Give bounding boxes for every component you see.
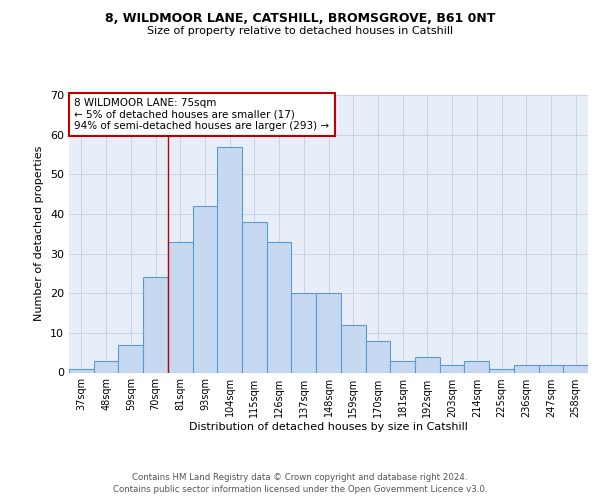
Bar bbox=[316, 293, 341, 372]
Bar bbox=[94, 360, 118, 372]
Bar bbox=[242, 222, 267, 372]
Bar bbox=[390, 360, 415, 372]
Text: Size of property relative to detached houses in Catshill: Size of property relative to detached ho… bbox=[147, 26, 453, 36]
Bar bbox=[539, 364, 563, 372]
Bar bbox=[341, 325, 365, 372]
Y-axis label: Number of detached properties: Number of detached properties bbox=[34, 146, 44, 322]
Bar bbox=[143, 278, 168, 372]
Bar bbox=[69, 368, 94, 372]
Text: Contains public sector information licensed under the Open Government Licence v3: Contains public sector information licen… bbox=[113, 485, 487, 494]
Bar bbox=[563, 364, 588, 372]
Bar bbox=[489, 368, 514, 372]
Bar bbox=[267, 242, 292, 372]
Bar bbox=[193, 206, 217, 372]
Bar bbox=[440, 364, 464, 372]
Bar bbox=[365, 341, 390, 372]
Bar bbox=[415, 356, 440, 372]
Bar bbox=[217, 146, 242, 372]
Bar bbox=[292, 293, 316, 372]
Text: Contains HM Land Registry data © Crown copyright and database right 2024.: Contains HM Land Registry data © Crown c… bbox=[132, 472, 468, 482]
Bar bbox=[514, 364, 539, 372]
Bar bbox=[168, 242, 193, 372]
X-axis label: Distribution of detached houses by size in Catshill: Distribution of detached houses by size … bbox=[189, 422, 468, 432]
Bar bbox=[464, 360, 489, 372]
Bar bbox=[118, 345, 143, 372]
Text: 8, WILDMOOR LANE, CATSHILL, BROMSGROVE, B61 0NT: 8, WILDMOOR LANE, CATSHILL, BROMSGROVE, … bbox=[105, 12, 495, 26]
Text: 8 WILDMOOR LANE: 75sqm
← 5% of detached houses are smaller (17)
94% of semi-deta: 8 WILDMOOR LANE: 75sqm ← 5% of detached … bbox=[74, 98, 329, 131]
